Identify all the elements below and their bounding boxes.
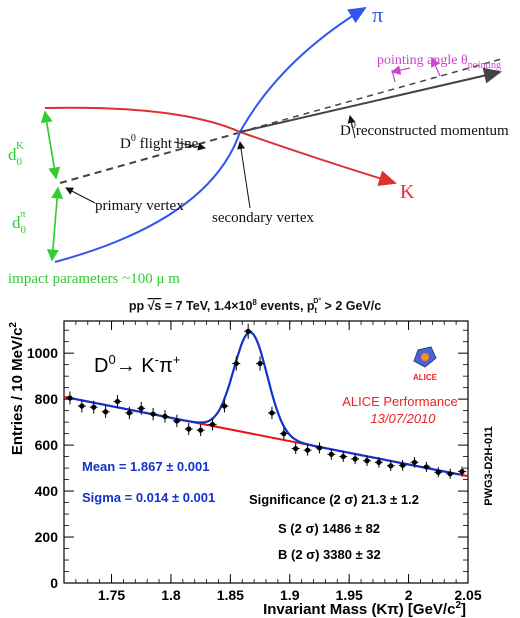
y-tick-label: 1000	[27, 345, 58, 361]
data-point	[388, 463, 394, 469]
primary-vertex-leader	[65, 187, 96, 204]
secondary-vertex-label: secondary vertex	[212, 210, 315, 226]
data-point	[447, 471, 453, 477]
alice-logo: ALICE	[413, 346, 438, 382]
data-point	[102, 409, 109, 415]
data-point	[174, 418, 180, 424]
y-tick-labels: 0 200 400 600 800 1000	[27, 345, 58, 591]
x-tick-labels: 1.75 1.8 1.85 1.9 1.95 2 2.05	[98, 587, 482, 603]
significance-label: Significance (2 σ) 21.3 ± 1.2	[249, 492, 419, 507]
secondary-vertex-leader	[237, 141, 251, 209]
data-point	[138, 405, 144, 411]
flight-line-label: D0 flight line	[120, 133, 199, 152]
data-point	[91, 404, 97, 410]
data-point	[293, 445, 299, 452]
decay-topology-diagram: π K pointing angle θpointing D0 flight l…	[8, 2, 509, 287]
decay-label: D0→ K-π+	[94, 352, 180, 377]
impact-parameter-pi-top	[51, 186, 64, 261]
chart-title: pp √s = 7 TeV, 1.4×108 events, ptD° > 2 …	[129, 297, 381, 315]
signal-count-label: S (2 σ) 1486 ± 82	[278, 521, 380, 536]
y-axis-label: Entries / 10 MeV/c2	[8, 322, 26, 456]
x-tick-label: 1.75	[98, 587, 125, 603]
y-tick-label: 400	[35, 483, 59, 499]
data-point	[233, 360, 239, 367]
x-tick-label: 1.9	[280, 587, 300, 603]
x-tick-label: 1.8	[161, 587, 181, 603]
flight-line-extension	[239, 57, 506, 133]
signal-fit-curve	[69, 331, 461, 476]
data-point	[340, 453, 346, 460]
pointing-angle-arrow-3	[431, 56, 441, 77]
data-point	[221, 403, 228, 409]
alice-performance-label: ALICE Performance	[342, 394, 458, 409]
x-axis-label: Invariant Mass (Kπ) [GeV/c2]	[263, 600, 466, 618]
kaon-track	[44, 106, 397, 186]
background-count-label: B (2 σ) 3380 ± 32	[278, 547, 381, 562]
pointing-angle-arrow	[390, 65, 411, 75]
data-point	[364, 458, 370, 464]
axis-ticks	[64, 321, 469, 584]
x-tick-label: 1.85	[217, 587, 244, 603]
data-point	[186, 426, 192, 432]
pi-label: π	[372, 2, 383, 27]
pointing-angle-arrow-2	[391, 69, 396, 83]
flight-line-leader	[173, 141, 206, 151]
data-point	[304, 447, 311, 453]
k-label: K	[400, 181, 415, 203]
data-point	[316, 445, 323, 451]
data-point	[281, 431, 287, 437]
data-point	[328, 451, 334, 457]
pointing-angle-label: pointing angle θpointing	[377, 53, 501, 71]
y-tick-label: 200	[35, 529, 59, 545]
x-tick-label: 2.05	[454, 587, 481, 603]
alice-date-label: 13/07/2010	[370, 411, 436, 426]
primary-vertex-label: primary vertex	[95, 198, 184, 214]
pion-track	[54, 6, 367, 263]
invariant-mass-chart: pp √s = 7 TeV, 1.4×108 events, ptD° > 2 …	[8, 297, 495, 618]
pwg-label: PWG3-D2H-011	[483, 426, 495, 505]
data-point	[67, 395, 73, 401]
data-point	[79, 403, 85, 409]
y-tick-label: 0	[50, 575, 58, 591]
data-point	[423, 464, 430, 470]
y-tick-label: 600	[35, 437, 59, 453]
data-point	[435, 469, 441, 475]
data-point	[400, 462, 406, 468]
data-point	[198, 427, 204, 433]
reconstructed-momentum-label: D0reconstructed momentum	[340, 120, 509, 139]
data-point	[126, 410, 132, 416]
x-tick-label: 2	[405, 587, 413, 603]
data-point	[245, 328, 251, 334]
data-point	[376, 459, 382, 465]
data-point	[114, 398, 121, 405]
y-tick-label: 800	[35, 391, 59, 407]
data-point	[269, 410, 275, 416]
data-point	[162, 413, 168, 419]
alice-logo-text: ALICE	[413, 373, 438, 382]
d0k-label: d0K	[8, 140, 24, 168]
data-point	[257, 360, 263, 367]
flight-line	[59, 132, 239, 184]
d0pi-label: d0π	[12, 208, 27, 236]
sigma-label: Sigma = 0.014 ± 0.001	[82, 490, 215, 505]
reconstructed-momentum-arrow	[239, 67, 502, 133]
data-point	[209, 421, 216, 428]
data-point	[459, 468, 465, 475]
mean-label: Mean = 1.867 ± 0.001	[82, 459, 209, 474]
data-point	[411, 459, 418, 465]
impact-parameter-k-top	[40, 110, 57, 179]
data-points	[65, 323, 467, 479]
data-point	[150, 411, 156, 417]
reco-momentum-leader	[347, 115, 356, 139]
data-point	[352, 456, 358, 462]
x-tick-label: 1.95	[336, 587, 363, 603]
impact-parameters-label: impact parameters ~100 μ m	[8, 271, 180, 287]
